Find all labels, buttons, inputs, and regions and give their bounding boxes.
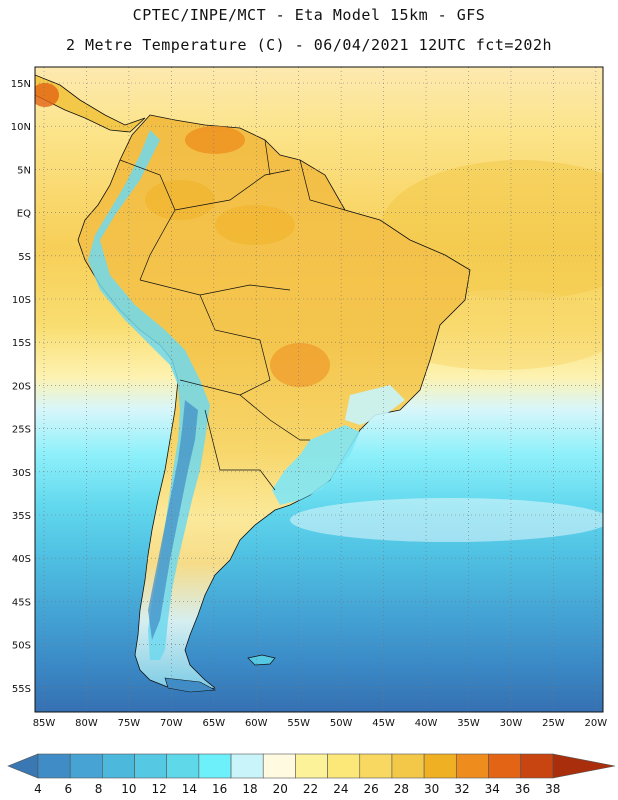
colorbar-min-arrow — [7, 753, 39, 779]
lat-label: 20S — [12, 381, 31, 392]
lon-label: 75W — [118, 718, 141, 729]
colorbar-cell — [262, 753, 296, 779]
colorbar-tick-label: 4 — [34, 782, 42, 796]
colorbar-tick-label: 20 — [273, 782, 288, 796]
map-frame — [34, 66, 604, 713]
colorbar-tick-label: 12 — [151, 782, 166, 796]
colorbar-cell — [166, 753, 200, 779]
colorbar-tick-label: 30 — [424, 782, 439, 796]
lon-label: 65W — [202, 718, 225, 729]
lat-label: 45S — [12, 597, 31, 608]
colorbar-tick-label: 36 — [515, 782, 530, 796]
lat-label: 55S — [12, 684, 31, 695]
colorbar-cell — [455, 753, 489, 779]
latitude-labels: 15N 10N 5N EQ 5S 10S 15S 20S 25S 30S 35S 40S 45S 50S 5… — [11, 79, 31, 695]
graticule — [35, 67, 603, 712]
lat-label: 5S — [18, 252, 31, 263]
colorbar-cell — [69, 753, 103, 779]
colorbar-cell — [230, 753, 264, 779]
lat-label: 50S — [12, 641, 31, 652]
lon-label: 45W — [372, 718, 395, 729]
colorbar-cell — [520, 753, 554, 779]
lon-label: 60W — [245, 718, 268, 729]
lon-label: 35W — [457, 718, 480, 729]
lat-label: 15S — [12, 338, 31, 349]
colorbar-tick-label: 22 — [303, 782, 318, 796]
lat-label: 25S — [12, 425, 31, 436]
colorbar-tick-label: 28 — [394, 782, 409, 796]
colorbar-tick-label: 34 — [485, 782, 500, 796]
lat-label: 30S — [12, 468, 31, 479]
colorbar-tick-label: 38 — [545, 782, 560, 796]
colorbar-tick-label: 24 — [333, 782, 348, 796]
colorbar-cell — [423, 753, 457, 779]
colorbar-tick-label: 6 — [64, 782, 72, 796]
lat-label: 5N — [17, 165, 31, 176]
lat-label: 10S — [12, 295, 31, 306]
colorbar: 4 6 8 10 12 14 16 18 20 22 24 26 28 30 32 34 36 38 — [7, 753, 616, 796]
lat-label: EQ — [17, 209, 31, 220]
map-subtitle: 2 Metre Temperature (C) - 06/04/2021 12U… — [65, 36, 553, 54]
colorbar-tick-label: 14 — [182, 782, 197, 796]
temperature-map: 15N 10N 5N EQ 5S 10S 15S 20S 25S 30S 35S 40S 45S 50S 5… — [11, 66, 608, 729]
colorbar-cell — [37, 753, 71, 779]
colorbar-cell — [488, 753, 521, 779]
lon-label: 50W — [330, 718, 353, 729]
colorbar-cell — [391, 753, 425, 779]
colorbar-tick-label: 32 — [454, 782, 469, 796]
lat-label: 15N — [11, 79, 31, 90]
lon-label: 25W — [542, 718, 565, 729]
lon-label: 30W — [500, 718, 523, 729]
lon-label: 40W — [415, 718, 438, 729]
colorbar-cell — [198, 753, 232, 779]
colorbar-cell — [102, 753, 135, 779]
colorbar-tick-label: 26 — [363, 782, 378, 796]
colorbar-tick-label: 8 — [95, 782, 103, 796]
colorbar-cell — [134, 753, 168, 779]
colorbar-tick-label: 16 — [212, 782, 227, 796]
colorbar-tick-label: 10 — [121, 782, 136, 796]
lon-label: 85W — [33, 718, 56, 729]
lon-label: 80W — [75, 718, 98, 729]
lat-label: 40S — [12, 554, 31, 565]
colorbar-tick-label: 18 — [242, 782, 257, 796]
lon-label: 55W — [287, 718, 310, 729]
colorbar-cell — [295, 753, 328, 779]
colorbar-cell — [327, 753, 361, 779]
lat-label: 10N — [11, 122, 31, 133]
longitude-labels: 85W 80W 75W 70W 65W 60W 55W 50W 45W 40W 35W 30W 25W 2… — [33, 718, 608, 729]
lon-label: 20W — [585, 718, 608, 729]
colorbar-max-arrow — [552, 753, 616, 779]
lat-label: 35S — [12, 511, 31, 522]
colorbar-cell — [359, 753, 393, 779]
country-borders — [119, 139, 346, 491]
map-title: CPTEC/INPE/MCT - Eta Model 15km - GFS — [132, 6, 486, 24]
lon-label: 70W — [160, 718, 183, 729]
